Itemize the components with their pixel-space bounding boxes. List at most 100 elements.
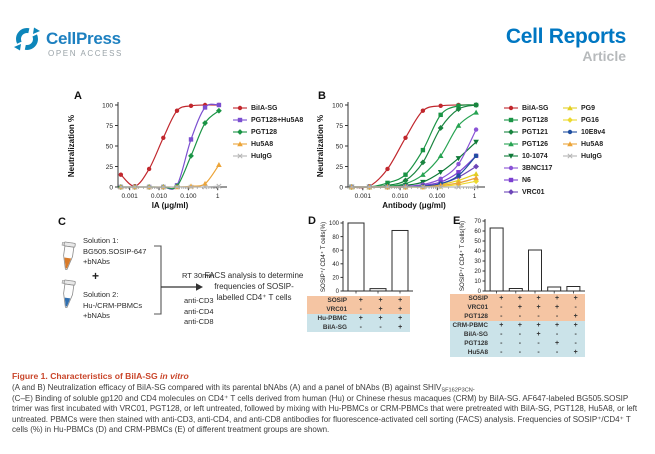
condition-sign: - xyxy=(359,306,362,313)
svg-text:0: 0 xyxy=(339,184,343,191)
legend-label: PGT121 xyxy=(522,128,549,136)
svg-text:0: 0 xyxy=(109,184,113,191)
condition-row: Hu-PBMC + + + xyxy=(307,314,410,323)
condition-sign: - xyxy=(555,313,559,320)
legend-item: HuIgG xyxy=(562,150,619,162)
condition-row: SOSIP + + + + + xyxy=(450,294,585,303)
svg-text:50: 50 xyxy=(336,143,344,150)
figure-title-italic: in vitro xyxy=(160,371,189,381)
article-type: Article xyxy=(582,48,626,64)
legend-label: Hu5A8 xyxy=(581,140,604,148)
svg-text:SOSIP⁺/ CD4⁺ T cells(%): SOSIP⁺/ CD4⁺ T cells(%) xyxy=(320,222,327,292)
caption-ab-period: . xyxy=(472,383,476,392)
condition-sign: + xyxy=(517,304,522,311)
legend-item: PG9 xyxy=(562,102,619,114)
svg-text:50: 50 xyxy=(474,239,481,245)
condition-sign: + xyxy=(555,304,560,311)
legend-item: BiIA-SG xyxy=(232,102,303,114)
condition-row: SOSIP + + + xyxy=(307,296,410,305)
condition-sign: + xyxy=(536,295,541,302)
svg-text:100: 100 xyxy=(329,221,340,227)
condition-row: BiIA-SG - - + xyxy=(307,323,410,332)
brand-name: CellPress xyxy=(46,29,121,48)
antibody-stain-list: anti-CD3 anti-CD4 anti-CD8 xyxy=(184,296,214,326)
condition-sign: - xyxy=(500,304,503,311)
condition-label: SOSIP xyxy=(468,295,488,302)
svg-text:20: 20 xyxy=(474,269,481,275)
condition-sign: - xyxy=(574,331,577,338)
condition-label: VRC01 xyxy=(467,304,488,311)
legend-marker-icon xyxy=(233,117,247,123)
condition-sign: + xyxy=(517,322,522,329)
svg-text:30: 30 xyxy=(474,259,481,265)
solution2-text: Solution 2: Hu-/CRM-PBMCs +bNAbs xyxy=(83,290,143,320)
condition-row: VRC01 - + + + - xyxy=(450,303,585,312)
condition-sign: + xyxy=(378,306,383,313)
condition-sign: - xyxy=(500,313,503,320)
svg-text:75: 75 xyxy=(106,123,114,130)
condition-sign: - xyxy=(537,349,540,356)
condition-label: BiIA-SG xyxy=(322,324,347,331)
figure-caption-body: (C–E) Binding of soluble gp120 and CD4 m… xyxy=(12,394,638,434)
legend-item: BiIA-SG xyxy=(503,102,560,114)
legend-label: 10-1074 xyxy=(522,152,548,160)
condition-sign: + xyxy=(555,322,560,329)
condition-sign: + xyxy=(517,295,522,302)
svg-text:SOSIP⁺/ CD4⁺ T cells(%): SOSIP⁺/ CD4⁺ T cells(%) xyxy=(459,221,466,291)
legend-label: PGT126 xyxy=(522,140,549,148)
legend-marker-icon xyxy=(504,117,518,123)
legend-marker-icon xyxy=(563,153,577,159)
condition-label: BiIA-SG xyxy=(463,331,488,338)
panel-c-label: C xyxy=(58,216,66,228)
svg-text:0: 0 xyxy=(478,289,482,295)
legend-item: PGT121 xyxy=(503,126,560,138)
condition-sign: + xyxy=(536,331,541,338)
legend-marker-icon xyxy=(563,141,577,147)
condition-sign: - xyxy=(555,331,559,338)
svg-text:0.100: 0.100 xyxy=(429,193,446,200)
condition-sign: - xyxy=(500,331,503,338)
condition-sign: + xyxy=(573,295,578,302)
condition-sign: - xyxy=(555,349,559,356)
panel-c: C Solution 1: BG505.SOSIP-647 +bNAbs + S… xyxy=(55,212,305,362)
panel-a-label: A xyxy=(74,90,82,102)
condition-sign: + xyxy=(499,295,504,302)
legend-a: BiIA-SG PGT128+Hu5A8 PGT128 Hu5A8 HuIgG xyxy=(232,102,303,162)
panel-a: A 0 25 50 75 100 0.001 0.010 0.100 1 IA (μg/ml) Ne… xyxy=(60,88,312,218)
facs-text: FACS analysis to determine frequencies o… xyxy=(204,271,304,302)
condition-sign: + xyxy=(398,315,403,322)
legend-label: PGT128 xyxy=(522,116,549,124)
journal-name: Cell Reports xyxy=(505,25,626,48)
panel-d: D 0 20 40 60 80 100 SOSIP⁺/ CD4⁺ T cells(%) SO… xyxy=(305,212,453,364)
condition-table-d: SOSIP + + + VRC01 - + + Hu-PBMC + + + BiIA-SG - - + xyxy=(307,296,410,332)
legend-marker-icon xyxy=(504,165,518,171)
legend-marker-icon xyxy=(233,141,247,147)
legend-marker-icon xyxy=(504,129,518,135)
legend-item: 10-1074 xyxy=(503,150,560,162)
legend-item: Hu5A8 xyxy=(562,138,619,150)
panel-e: E 0 10 20 30 40 50 60 70 SOSIP⁺/ CD4⁺ T cells(%)… xyxy=(450,212,600,364)
legend-b: BiIA-SG PGT128 PGT121 PGT126 10-1074 3BNC117 N… xyxy=(503,102,621,198)
svg-text:1: 1 xyxy=(216,193,220,200)
condition-label: PGT128 xyxy=(464,313,488,320)
neutralization-chart-b: 0 25 50 75 100 0.001 0.010 0.100 1 Antibody (μg/m… xyxy=(316,102,485,210)
legend-item: N6 xyxy=(503,174,560,186)
legend-item: 10E8v4 xyxy=(562,126,619,138)
svg-text:70: 70 xyxy=(474,219,481,225)
legend-label: PG9 xyxy=(581,104,596,112)
svg-text:Antibody (μg/ml): Antibody (μg/ml) xyxy=(382,201,446,210)
condition-sign: + xyxy=(573,349,578,356)
svg-text:Neutralization %: Neutralization % xyxy=(67,115,76,177)
svg-text:0.010: 0.010 xyxy=(392,193,409,200)
legend-item: Hu5A8 xyxy=(232,138,303,150)
condition-label: Hu-PBMC xyxy=(317,315,347,322)
svg-text:50: 50 xyxy=(106,143,114,150)
condition-sign: + xyxy=(398,297,403,304)
legend-label: PGT128 xyxy=(251,128,278,136)
svg-text:0.001: 0.001 xyxy=(355,193,372,200)
svg-text:60: 60 xyxy=(332,248,339,254)
legend-marker-icon xyxy=(504,177,518,183)
svg-text:40: 40 xyxy=(332,262,339,268)
legend-label: PG16 xyxy=(581,116,599,124)
condition-sign: - xyxy=(537,340,540,347)
